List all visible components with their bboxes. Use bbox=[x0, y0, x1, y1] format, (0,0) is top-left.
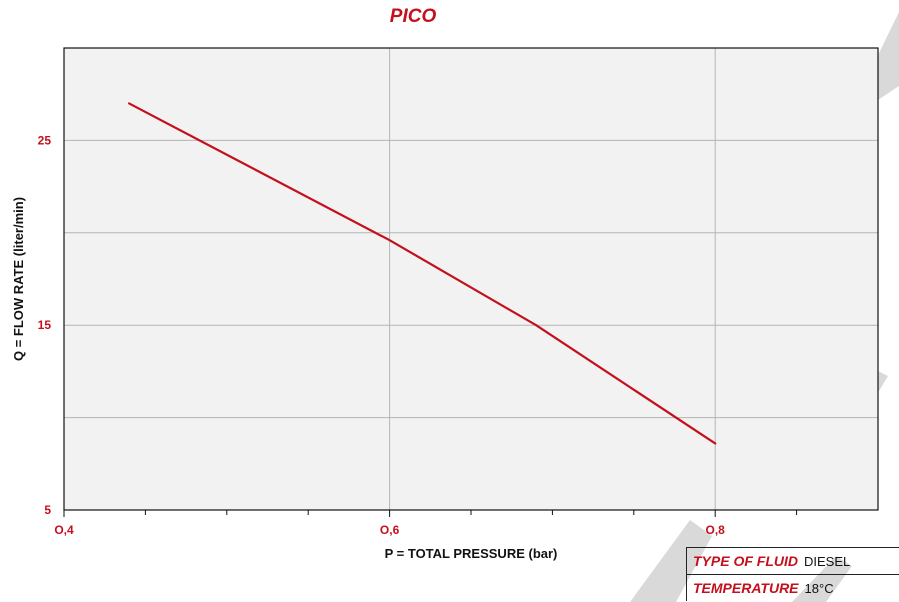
y-tick-label: 25 bbox=[38, 133, 52, 147]
y-tick-label: 15 bbox=[38, 318, 52, 332]
fluid-info-table: TYPE OF FLUID DIESEL TEMPERATURE 18°C bbox=[686, 547, 899, 601]
info-cell: TEMPERATURE 18°C bbox=[686, 574, 899, 601]
x-tick-label: O,6 bbox=[380, 523, 400, 537]
plot-background bbox=[64, 48, 878, 510]
chart-title: PICO bbox=[389, 6, 437, 27]
info-label: TYPE OF FLUID bbox=[693, 553, 798, 569]
x-axis-label: P = TOTAL PRESSURE (bar) bbox=[385, 546, 558, 561]
y-tick-label: 5 bbox=[44, 503, 51, 517]
info-label: TEMPERATURE bbox=[693, 580, 799, 596]
info-row: TYPE OF FLUID DIESEL bbox=[686, 547, 899, 575]
info-row: TEMPERATURE 18°C bbox=[686, 574, 899, 601]
x-tick-label: O,8 bbox=[706, 523, 726, 537]
watermark-shape bbox=[630, 520, 712, 602]
plot-area: O,4 O,6 O,8 5 15 25 P = TOTAL PRESSURE (bar) Q … bbox=[11, 47, 879, 561]
y-axis-label: Q = FLOW RATE (liter/min) bbox=[11, 197, 26, 361]
series-line bbox=[128, 102, 717, 445]
info-value: DIESEL bbox=[804, 554, 851, 569]
x-tick-label: O,4 bbox=[54, 523, 74, 537]
info-cell: TYPE OF FLUID DIESEL bbox=[686, 547, 899, 575]
info-value: 18°C bbox=[804, 581, 834, 596]
